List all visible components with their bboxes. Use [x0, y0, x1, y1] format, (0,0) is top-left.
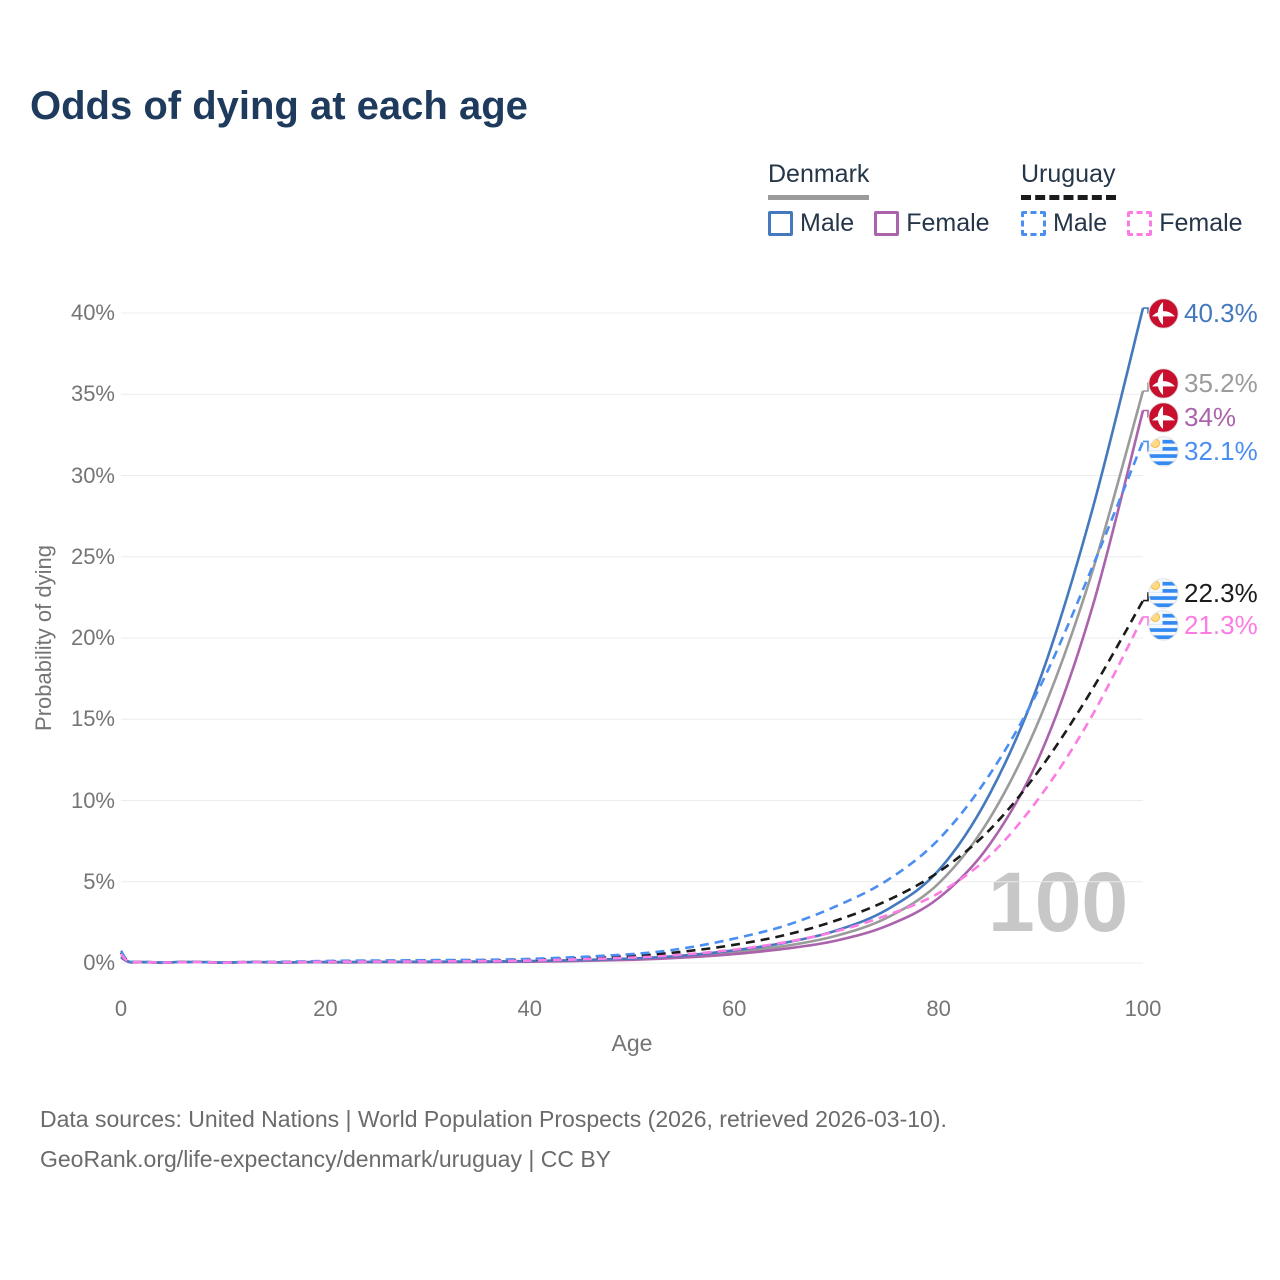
end-label-denmark-male: 40.3%: [1148, 297, 1258, 329]
footer-license: GeoRank.org/life-expectancy/denmark/urug…: [40, 1146, 612, 1172]
y-tick-20%: 20%: [70, 625, 115, 650]
line-uruguay-female: [120, 616, 1145, 965]
legend-label-uruguay-female: Female: [1159, 209, 1243, 237]
hover-age-watermark: 100: [988, 855, 1129, 949]
legend-label-denmark-female: Female: [906, 209, 990, 237]
checkbox-uruguay-female[interactable]: [1127, 210, 1153, 236]
y-tick-40%: 40%: [70, 300, 115, 325]
denmark-flag-icon: [1148, 368, 1179, 399]
x-axis-title: Age: [611, 1030, 653, 1056]
footer-sources: Data sources: United Nations | World Pop…: [40, 1106, 947, 1132]
legend-label-denmark-male: Male: [800, 209, 855, 237]
end-value-denmark-total: 35.2%: [1184, 368, 1258, 398]
legend-uruguay-title[interactable]: Uruguay: [1021, 160, 1116, 200]
legend-label-uruguay-male: Male: [1053, 209, 1108, 237]
x-tick-20: 20: [313, 996, 338, 1021]
x-tick-0: 0: [114, 996, 128, 1021]
end-label-uruguay-female: 21.3%: [1148, 609, 1258, 641]
y-tick-10%: 10%: [70, 787, 115, 813]
x-tick-60: 60: [721, 996, 747, 1021]
y-tick-30%: 30%: [70, 462, 115, 488]
x-tick-40: 40: [517, 996, 543, 1021]
checkbox-denmark-male[interactable]: [768, 210, 793, 236]
y-tick-0%: 0%: [83, 950, 115, 975]
x-tick-80: 80: [926, 996, 951, 1021]
end-label-uruguay-male: 32.1%: [1148, 435, 1258, 467]
checkbox-uruguay-male[interactable]: [1021, 210, 1046, 236]
end-label-uruguay-total: 22.3%: [1148, 577, 1258, 609]
uruguay-flag-icon: [1148, 578, 1179, 609]
end-value-uruguay-total: 22.3%: [1184, 578, 1258, 608]
end-value-denmark-male: 40.3%: [1184, 298, 1258, 328]
line-denmark-male: [120, 307, 1145, 965]
uruguay-flag-icon: [1148, 610, 1179, 641]
denmark-flag-icon: [1148, 298, 1179, 329]
legend-group-denmark: Denmark Male Female: [768, 160, 990, 236]
line-denmark-female: [120, 410, 1145, 965]
y-tick-15%: 15%: [70, 706, 115, 732]
end-label-denmark-total: 35.2%: [1148, 367, 1258, 399]
line-denmark-total: [120, 390, 1145, 965]
page-title: Odds of dying at each age: [30, 84, 528, 128]
legend-item-denmark-female[interactable]: Female: [874, 209, 990, 237]
legend-item-uruguay-female[interactable]: Female: [1127, 209, 1243, 237]
legend-denmark-title[interactable]: Denmark: [768, 160, 870, 200]
uruguay-flag-icon: [1148, 436, 1179, 467]
y-tick-5%: 5%: [83, 868, 115, 894]
y-tick-25%: 25%: [70, 543, 115, 569]
legend-item-uruguay-male[interactable]: Male: [1021, 210, 1107, 236]
end-value-uruguay-male: 32.1%: [1184, 436, 1258, 466]
legend-group-uruguay: Uruguay Male Female: [1021, 160, 1243, 236]
legend-item-denmark-male[interactable]: Male: [768, 210, 854, 236]
x-tick-100: 100: [1124, 996, 1162, 1021]
denmark-flag-icon: [1148, 402, 1179, 433]
end-label-denmark-female: 34%: [1148, 401, 1236, 433]
end-value-uruguay-female: 21.3%: [1184, 610, 1258, 640]
end-value-denmark-female: 34%: [1184, 402, 1237, 432]
line-uruguay-male: [119, 440, 1145, 964]
y-tick-35%: 35%: [70, 381, 115, 407]
checkbox-denmark-female[interactable]: [874, 210, 900, 236]
line-uruguay-total: [119, 599, 1145, 964]
